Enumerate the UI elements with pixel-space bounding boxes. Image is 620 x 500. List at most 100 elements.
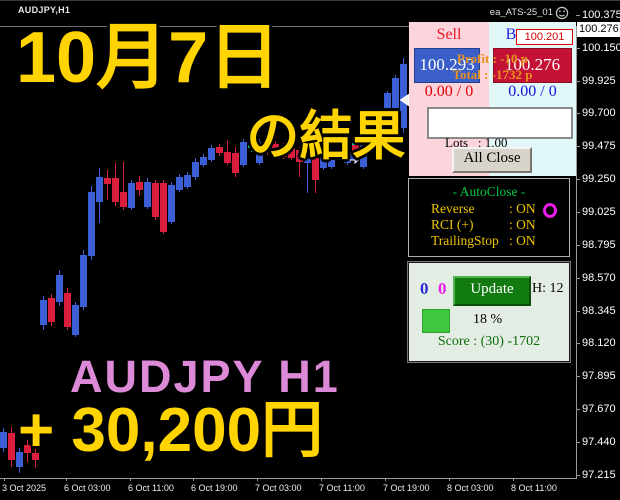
sell-button[interactable]: 100.293 [414, 48, 480, 83]
trade-arrow-icon [372, 120, 386, 139]
trade-panel: Sell Buy 100.293 100.276 Profit : -10 p … [409, 22, 576, 188]
price-label: 98.570 [582, 271, 616, 284]
candle [344, 152, 351, 164]
candle-wick [123, 162, 124, 210]
candle [264, 141, 271, 152]
reverse-status-ring-icon [543, 203, 557, 218]
buy-button[interactable]: 100.276 [493, 48, 572, 83]
price-tick [576, 15, 580, 16]
price-tick [576, 277, 580, 279]
candle-wick [307, 152, 308, 194]
price-label: 99.250 [582, 172, 616, 185]
price-label: 97.440 [582, 436, 616, 449]
candle [368, 123, 375, 140]
autoclose-row-reverse: Reverse: ON [431, 201, 536, 216]
candle [56, 275, 63, 303]
candle [360, 137, 367, 167]
price-label: 98.120 [582, 337, 616, 350]
candle [120, 192, 127, 207]
caption-profit-amount: + 30,200円 [18, 396, 324, 465]
autoclose-panel: - AutoClose - Reverse: ON RCI (+): ON Tr… [408, 178, 570, 257]
candle [400, 64, 407, 128]
price-label: 100.375 [582, 9, 620, 21]
candle [328, 153, 335, 167]
candle [16, 452, 23, 467]
caption-result: の結果! [246, 107, 423, 166]
buy-counters: 0.00 / 0 [508, 83, 557, 100]
all-close-button[interactable]: All Close [452, 147, 532, 173]
candle [168, 185, 175, 222]
candle [8, 432, 15, 460]
sell-label: Sell [436, 26, 462, 43]
price-label: 97.215 [582, 469, 616, 481]
level-dash [372, 109, 400, 111]
candle [336, 149, 343, 158]
time-tick [193, 478, 194, 481]
time-tick [257, 478, 258, 481]
ea-name-label: ea_ATS-25_01 [489, 7, 553, 18]
update-panel: 0 0 Update H: 12 18 % Score : (30) -1702 [408, 262, 570, 362]
price-tick [576, 442, 580, 444]
candle [88, 192, 95, 257]
update-button[interactable]: Update [453, 276, 531, 306]
candle [48, 298, 55, 322]
time-label: 8 Oct 03:00 [447, 483, 494, 493]
candle [192, 162, 199, 177]
price-tick [576, 47, 580, 49]
candle [224, 152, 231, 164]
price-tick [576, 245, 580, 246]
candle [0, 432, 7, 449]
price-label: 99.025 [582, 205, 616, 218]
candle [64, 293, 71, 328]
window-top-border [0, 0, 620, 1]
time-tick [449, 478, 450, 481]
time-label: 7 Oct 03:00 [255, 483, 302, 493]
level-dash [352, 143, 368, 145]
candle [104, 178, 111, 184]
candle [272, 144, 279, 157]
ea-smiley-icon [555, 6, 569, 20]
autoclose-row-rci: RCI (+): ON [431, 217, 536, 232]
time-tick [130, 478, 131, 481]
price-tick [576, 113, 580, 115]
time-label: 6 Oct 11:00 [128, 483, 174, 493]
lots-line: Lots : 1.00 [445, 135, 508, 150]
candle [160, 183, 167, 233]
candle [320, 155, 327, 168]
progress-square [422, 309, 450, 333]
price-label: 98.795 [582, 239, 616, 251]
time-label: 6 Oct 03:00 [64, 483, 111, 493]
price-label: 99.475 [582, 140, 616, 152]
price-tick [576, 80, 580, 82]
caption-symbol: AUDJPY H1 [70, 351, 340, 402]
price-tick [576, 310, 580, 312]
candle [256, 141, 263, 163]
candle [184, 175, 191, 188]
price-tick [576, 408, 580, 410]
candle [24, 445, 31, 453]
time-tick [66, 478, 67, 481]
caption-date: 10月7日 [16, 18, 281, 98]
sell-counters: 0.00 / 0 [424, 83, 474, 100]
candle [384, 93, 391, 123]
candle [128, 183, 135, 208]
price-label: 98.345 [582, 304, 616, 317]
score-label: Score : (30) -1702 [437, 334, 541, 349]
candle [288, 147, 295, 158]
candle [96, 177, 103, 202]
candle [216, 147, 223, 153]
price-label: 100.150 [582, 41, 620, 54]
candle [352, 145, 359, 158]
time-tick [513, 478, 514, 481]
candle [72, 305, 79, 335]
time-label: 7 Oct 19:00 [383, 483, 430, 493]
candle [240, 141, 247, 165]
chart-area[interactable] [0, 0, 576, 478]
trade-arrow-icon [348, 150, 362, 169]
candle [112, 178, 119, 202]
candle [40, 300, 47, 325]
price-tick [576, 178, 580, 180]
price-label: 99.925 [582, 74, 616, 87]
candle [176, 177, 183, 190]
